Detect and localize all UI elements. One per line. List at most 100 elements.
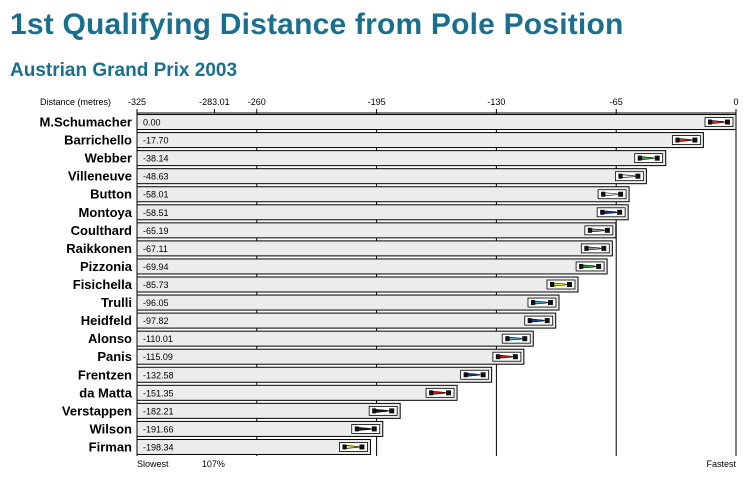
- bar-row: Barrichello -17.70: [64, 132, 704, 149]
- car-icon-wheel: [354, 426, 359, 432]
- driver-label: Wilson: [90, 421, 133, 436]
- car-icon-wheel: [584, 245, 589, 251]
- bar-row: Alonso -110.01: [88, 330, 534, 347]
- car-icon: [634, 153, 664, 164]
- threshold-label: 107%: [202, 459, 225, 469]
- x-tick-label: -283.01: [199, 97, 230, 107]
- car-icon-wheel: [601, 245, 607, 251]
- x-tick-label: -260: [248, 97, 266, 107]
- car-icon-wheel: [601, 191, 606, 197]
- car-icon-wheel: [480, 372, 486, 378]
- driver-label: da Matta: [79, 385, 133, 400]
- car-icon-wheel: [446, 390, 452, 396]
- chart-title: 1st Qualifying Distance from Pole Positi…: [10, 8, 624, 41]
- value-label: -110.01: [143, 334, 173, 344]
- car-icon-wheel: [527, 318, 532, 324]
- car-icon: [584, 225, 614, 236]
- bar: [136, 420, 384, 437]
- car-icon-wheel: [547, 300, 553, 306]
- value-label: 0.00: [143, 118, 161, 128]
- bar: [136, 384, 458, 401]
- bar-row: Panis -115.09: [97, 348, 525, 365]
- bar-row: Trulli -96.05: [101, 294, 560, 311]
- car-icon: [351, 424, 381, 434]
- value-label: -58.51: [143, 208, 169, 218]
- x-tick-label: -195: [368, 97, 386, 107]
- car-icon-body: [534, 300, 549, 305]
- car-icon-wheel: [463, 372, 468, 378]
- value-label: -198.34: [143, 442, 174, 452]
- value-label: -97.82: [143, 316, 169, 326]
- value-label: -58.01: [143, 190, 169, 200]
- car-icon: [339, 442, 368, 452]
- chart-subtitle: Austrian Grand Prix 2003: [10, 60, 238, 81]
- car-icon: [527, 297, 557, 308]
- bar-row: Coulthard -65.19: [71, 222, 617, 239]
- car-icon-body: [553, 282, 568, 287]
- bar-row: Wilson -191.66: [90, 420, 384, 437]
- car-icon-wheel: [342, 444, 347, 450]
- bottom-labels: Slowest 107% Fastest: [137, 459, 736, 469]
- bar-row: Pizzonia -69.94: [80, 258, 608, 275]
- bar: [136, 114, 737, 131]
- car-icon: [597, 189, 627, 200]
- car-icon-wheel: [654, 155, 660, 161]
- bar-row: Button -58.01: [90, 186, 630, 203]
- value-label: -132.58: [143, 370, 174, 380]
- bar: [136, 168, 647, 185]
- driver-label: Fisichella: [73, 277, 133, 292]
- car-icon-body: [346, 445, 360, 449]
- car-icon-body: [604, 192, 619, 197]
- value-label: -17.70: [143, 136, 169, 146]
- driver-label: Montoya: [79, 205, 133, 220]
- car-icon: [460, 369, 490, 380]
- car-icon-wheel: [587, 227, 592, 233]
- car-icon-wheel: [618, 173, 623, 179]
- car-icon-body: [641, 156, 655, 160]
- bar: [136, 330, 534, 347]
- bar: [136, 258, 608, 275]
- car-icon: [596, 207, 626, 218]
- bar-row: Raikkonen -67.11: [66, 240, 613, 257]
- car-icon-body: [622, 174, 636, 179]
- car-icon: [501, 333, 531, 344]
- driver-label: Panis: [97, 349, 132, 364]
- car-icon-wheel: [596, 263, 602, 269]
- driver-label: Button: [90, 187, 132, 202]
- driver-label: Frentzen: [78, 367, 132, 382]
- bar: [136, 186, 630, 203]
- car-icon-wheel: [495, 354, 500, 360]
- x-axis-ticks: -325 -283.01 -260 -195 -130 -65 0: [128, 97, 739, 113]
- car-icon-wheel: [675, 137, 680, 143]
- car-icon-body: [582, 264, 597, 269]
- bar-row: Montoya -58.51: [79, 204, 629, 221]
- bar: [136, 204, 629, 221]
- car-icon-body: [508, 336, 523, 341]
- car-icon-body: [467, 372, 481, 377]
- car-icon-wheel: [371, 426, 377, 432]
- bar-row: Webber -38.14: [85, 150, 667, 167]
- car-icon-wheel: [549, 282, 554, 287]
- bar: [136, 294, 560, 311]
- driver-label: Verstappen: [62, 403, 132, 418]
- car-icon-body: [603, 210, 618, 215]
- driver-label: Pizzonia: [80, 259, 133, 274]
- car-icon-body: [499, 354, 513, 359]
- car-icon-wheel: [530, 300, 535, 306]
- car-icon-wheel: [635, 173, 641, 179]
- car-icon: [368, 405, 398, 416]
- bar-row: Heidfeld -97.82: [81, 312, 557, 329]
- car-icon-wheel: [359, 444, 365, 450]
- x-tick-label: -130: [487, 97, 505, 107]
- car-icon-wheel: [637, 155, 642, 161]
- car-icon-body: [588, 246, 602, 251]
- slowest-label: Slowest: [137, 459, 169, 469]
- car-icon: [580, 243, 610, 254]
- bar: [136, 276, 579, 293]
- car-icon-wheel: [544, 318, 550, 324]
- bar-row: Villeneuve -48.63: [68, 168, 647, 185]
- bars: M.Schumacher 0.00 Barrichello -17.70 Webber -…: [40, 114, 737, 455]
- bar: [136, 438, 371, 455]
- value-label: -96.05: [143, 298, 169, 308]
